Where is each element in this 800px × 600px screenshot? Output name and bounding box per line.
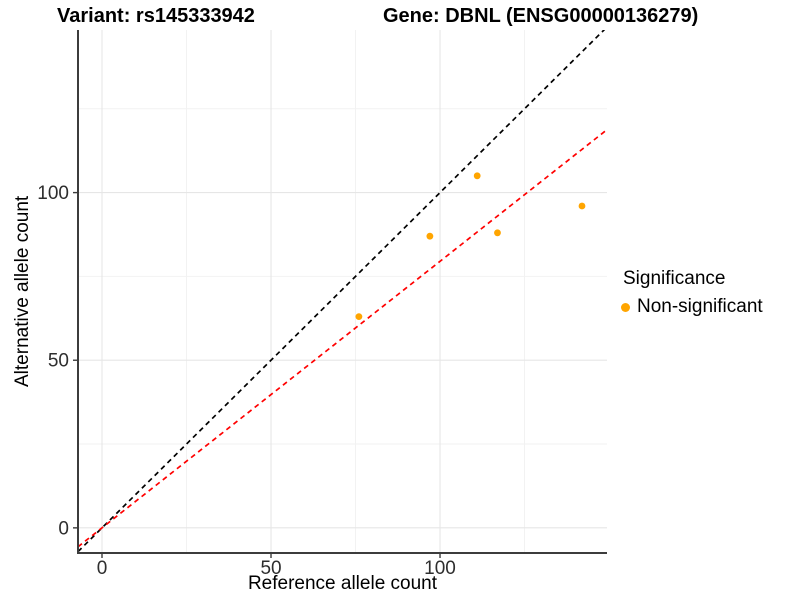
- x-tick-label: 100: [424, 558, 456, 579]
- y-tick-label: 0: [58, 518, 69, 539]
- legend-point-icon: [621, 302, 630, 312]
- grid-major: [78, 30, 607, 553]
- data-point: [578, 202, 586, 210]
- fit-line: [78, 128, 607, 548]
- axes: 0 50 100 0 50 100: [37, 30, 607, 579]
- data-point: [494, 229, 501, 237]
- legend-item-label: Non-significant: [637, 296, 763, 317]
- plot-title-variant: Variant: rs145333942: [57, 5, 255, 27]
- legend: Significance Non-significant: [621, 268, 763, 318]
- data-point: [355, 313, 363, 321]
- data-points: [355, 172, 586, 321]
- legend-item: Non-significant: [621, 296, 763, 318]
- x-axis-title: Reference allele count: [247, 573, 438, 594]
- y-axis-title: Alternative allele count: [12, 195, 33, 388]
- grid-minor: [78, 30, 607, 553]
- identity-line: [78, 30, 606, 553]
- x-tick-label: 0: [97, 558, 108, 579]
- legend-title: Significance: [623, 268, 726, 289]
- data-point: [426, 232, 434, 240]
- data-point: [473, 172, 481, 180]
- y-tick-label: 100: [37, 183, 69, 204]
- reference-lines: [78, 30, 607, 553]
- y-tick-label: 50: [48, 351, 69, 372]
- x-tick-label: 50: [260, 558, 281, 579]
- plot-title-gene: Gene: DBNL (ENSG00000136279): [383, 5, 699, 27]
